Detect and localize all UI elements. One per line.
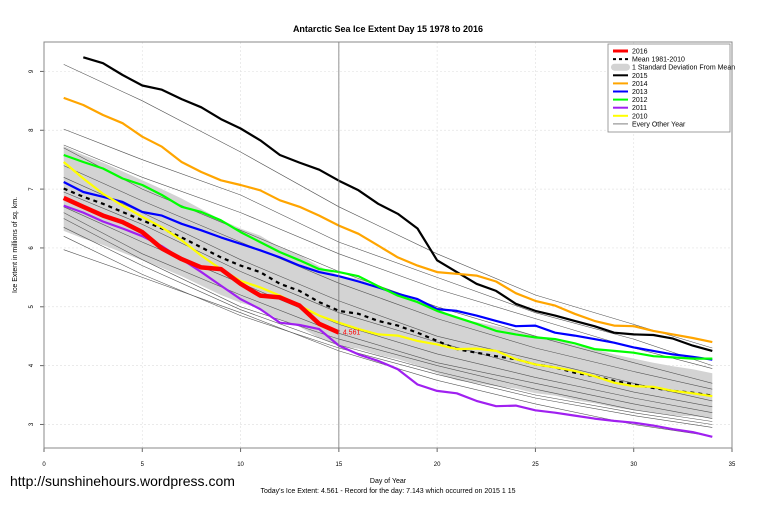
series-2015 xyxy=(82,56,713,352)
legend-label: 1 Standard Deviation From Mean xyxy=(632,65,735,72)
legend-label: 2011 xyxy=(632,105,647,112)
other-year-line xyxy=(63,191,713,408)
x-tick-label: 5 xyxy=(141,462,145,468)
x-tick-label: 30 xyxy=(630,462,637,468)
other-year-line xyxy=(63,218,713,422)
x-tick-label: 20 xyxy=(434,462,441,468)
legend-label: Mean 1981-2010 xyxy=(632,57,685,64)
series-2010 xyxy=(62,161,713,398)
legend-label: Every Other Year xyxy=(632,121,686,128)
x-tick-label: 15 xyxy=(336,462,343,468)
x-tick-label: 25 xyxy=(532,462,539,468)
other-year-line xyxy=(63,206,713,413)
legend-label: 2010 xyxy=(632,113,648,120)
other-year-line xyxy=(63,64,713,349)
legend-label: 2013 xyxy=(632,89,648,96)
other-year-line xyxy=(63,227,713,425)
legend-label: 2012 xyxy=(632,97,648,104)
x-tick-label: 10 xyxy=(237,462,244,468)
other-year-line xyxy=(63,147,713,384)
watermark-url: http://sunshinehours.wordpress.com xyxy=(10,473,235,489)
other-year-line xyxy=(63,177,713,402)
y-tick-label: 6 xyxy=(29,246,35,250)
chart-title: Antarctic Sea Ice Extent Day 15 1978 to … xyxy=(293,24,483,34)
other-year-line xyxy=(63,165,713,390)
legend-label: 2014 xyxy=(632,81,648,88)
year-series xyxy=(62,56,713,438)
y-axis-label: Ice Extent in millions of sq. km. xyxy=(12,197,19,293)
y-tick-label: 4 xyxy=(29,363,35,367)
y-tick-label: 3 xyxy=(29,422,35,426)
y-tick-label: 9 xyxy=(29,69,35,73)
series-2016 xyxy=(62,195,340,335)
other-year-line xyxy=(63,212,713,419)
plot-frame xyxy=(43,41,733,449)
other-year-line xyxy=(63,235,713,428)
legend-label: 2016 xyxy=(632,49,648,56)
y-tick-label: 8 xyxy=(29,128,35,132)
x-tick-label: 35 xyxy=(729,462,736,468)
series-2014 xyxy=(63,96,713,344)
x-tick-label: 0 xyxy=(42,462,46,468)
sd-band xyxy=(63,146,713,418)
sd-band-area xyxy=(63,146,713,418)
legend-swatch xyxy=(611,63,630,71)
series-2012 xyxy=(63,153,713,360)
axes: 0 5 10 15 20 25 30 35 3 4 5 6 7 8 9 xyxy=(29,41,736,468)
current-value-label: 4.561 xyxy=(343,330,361,337)
y-tick-label: 5 xyxy=(29,304,35,308)
x-axis-label: Day of Year xyxy=(370,478,407,485)
y-tick-label: 7 xyxy=(29,187,35,191)
other-year-line xyxy=(63,128,713,366)
legend-label: 2015 xyxy=(632,73,648,80)
footer-text: Today's Ice Extent: 4.561 - Record for t… xyxy=(260,488,515,495)
legend-box xyxy=(607,43,731,133)
